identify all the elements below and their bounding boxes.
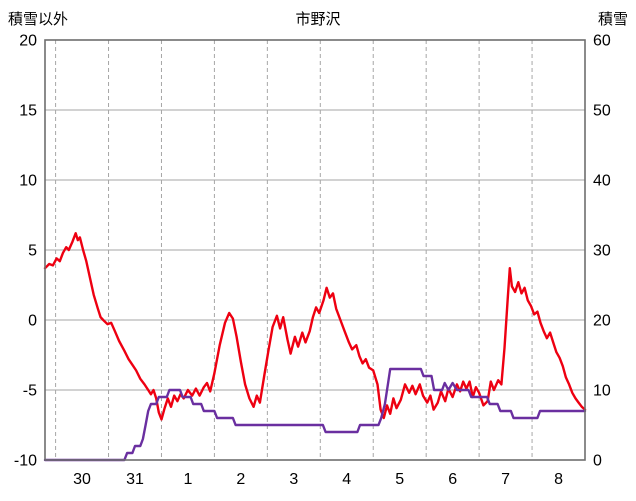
right-axis-tick-label: 10 bbox=[593, 383, 611, 400]
left-axis-tick-label: -5 bbox=[23, 383, 37, 400]
right-axis-tick-label: 50 bbox=[593, 103, 611, 120]
right-axis-title: 積雪 bbox=[597, 11, 628, 28]
x-axis-tick-label: 5 bbox=[395, 471, 404, 488]
x-axis-tick-label: 4 bbox=[342, 471, 351, 488]
x-axis-tick-label: 2 bbox=[236, 471, 245, 488]
x-axis-tick-label: 7 bbox=[501, 471, 510, 488]
x-axis-tick-label: 3 bbox=[289, 471, 298, 488]
x-axis-tick-label: 30 bbox=[73, 471, 91, 488]
right-axis-tick-label: 60 bbox=[593, 33, 611, 50]
x-axis-tick-label: 6 bbox=[448, 471, 457, 488]
right-axis-tick-label: 40 bbox=[593, 173, 611, 190]
temperature-line bbox=[43, 231, 587, 421]
left-axis-tick-label: 5 bbox=[28, 243, 37, 260]
right-axis-tick-label: 30 bbox=[593, 243, 611, 260]
right-axis-tick-label: 0 bbox=[593, 453, 602, 470]
left-axis-tick-label: 20 bbox=[19, 33, 37, 50]
right-axis-tick-label: 20 bbox=[593, 313, 611, 330]
left-axis-title: 積雪以外 bbox=[8, 11, 69, 28]
plot-frame bbox=[44, 39, 586, 461]
left-axis-tick-label: 15 bbox=[19, 103, 37, 120]
x-axis-tick-label: 8 bbox=[554, 471, 563, 488]
snow-depth-line bbox=[43, 367, 587, 462]
x-axis-tick-label: 31 bbox=[126, 471, 144, 488]
chart-title: 市野沢 bbox=[295, 11, 341, 28]
left-axis-tick-label: 0 bbox=[28, 313, 37, 330]
x-axis-tick-label: 1 bbox=[183, 471, 192, 488]
left-axis-tick-label: -10 bbox=[14, 453, 37, 470]
left-axis-tick-label: 10 bbox=[19, 173, 37, 190]
